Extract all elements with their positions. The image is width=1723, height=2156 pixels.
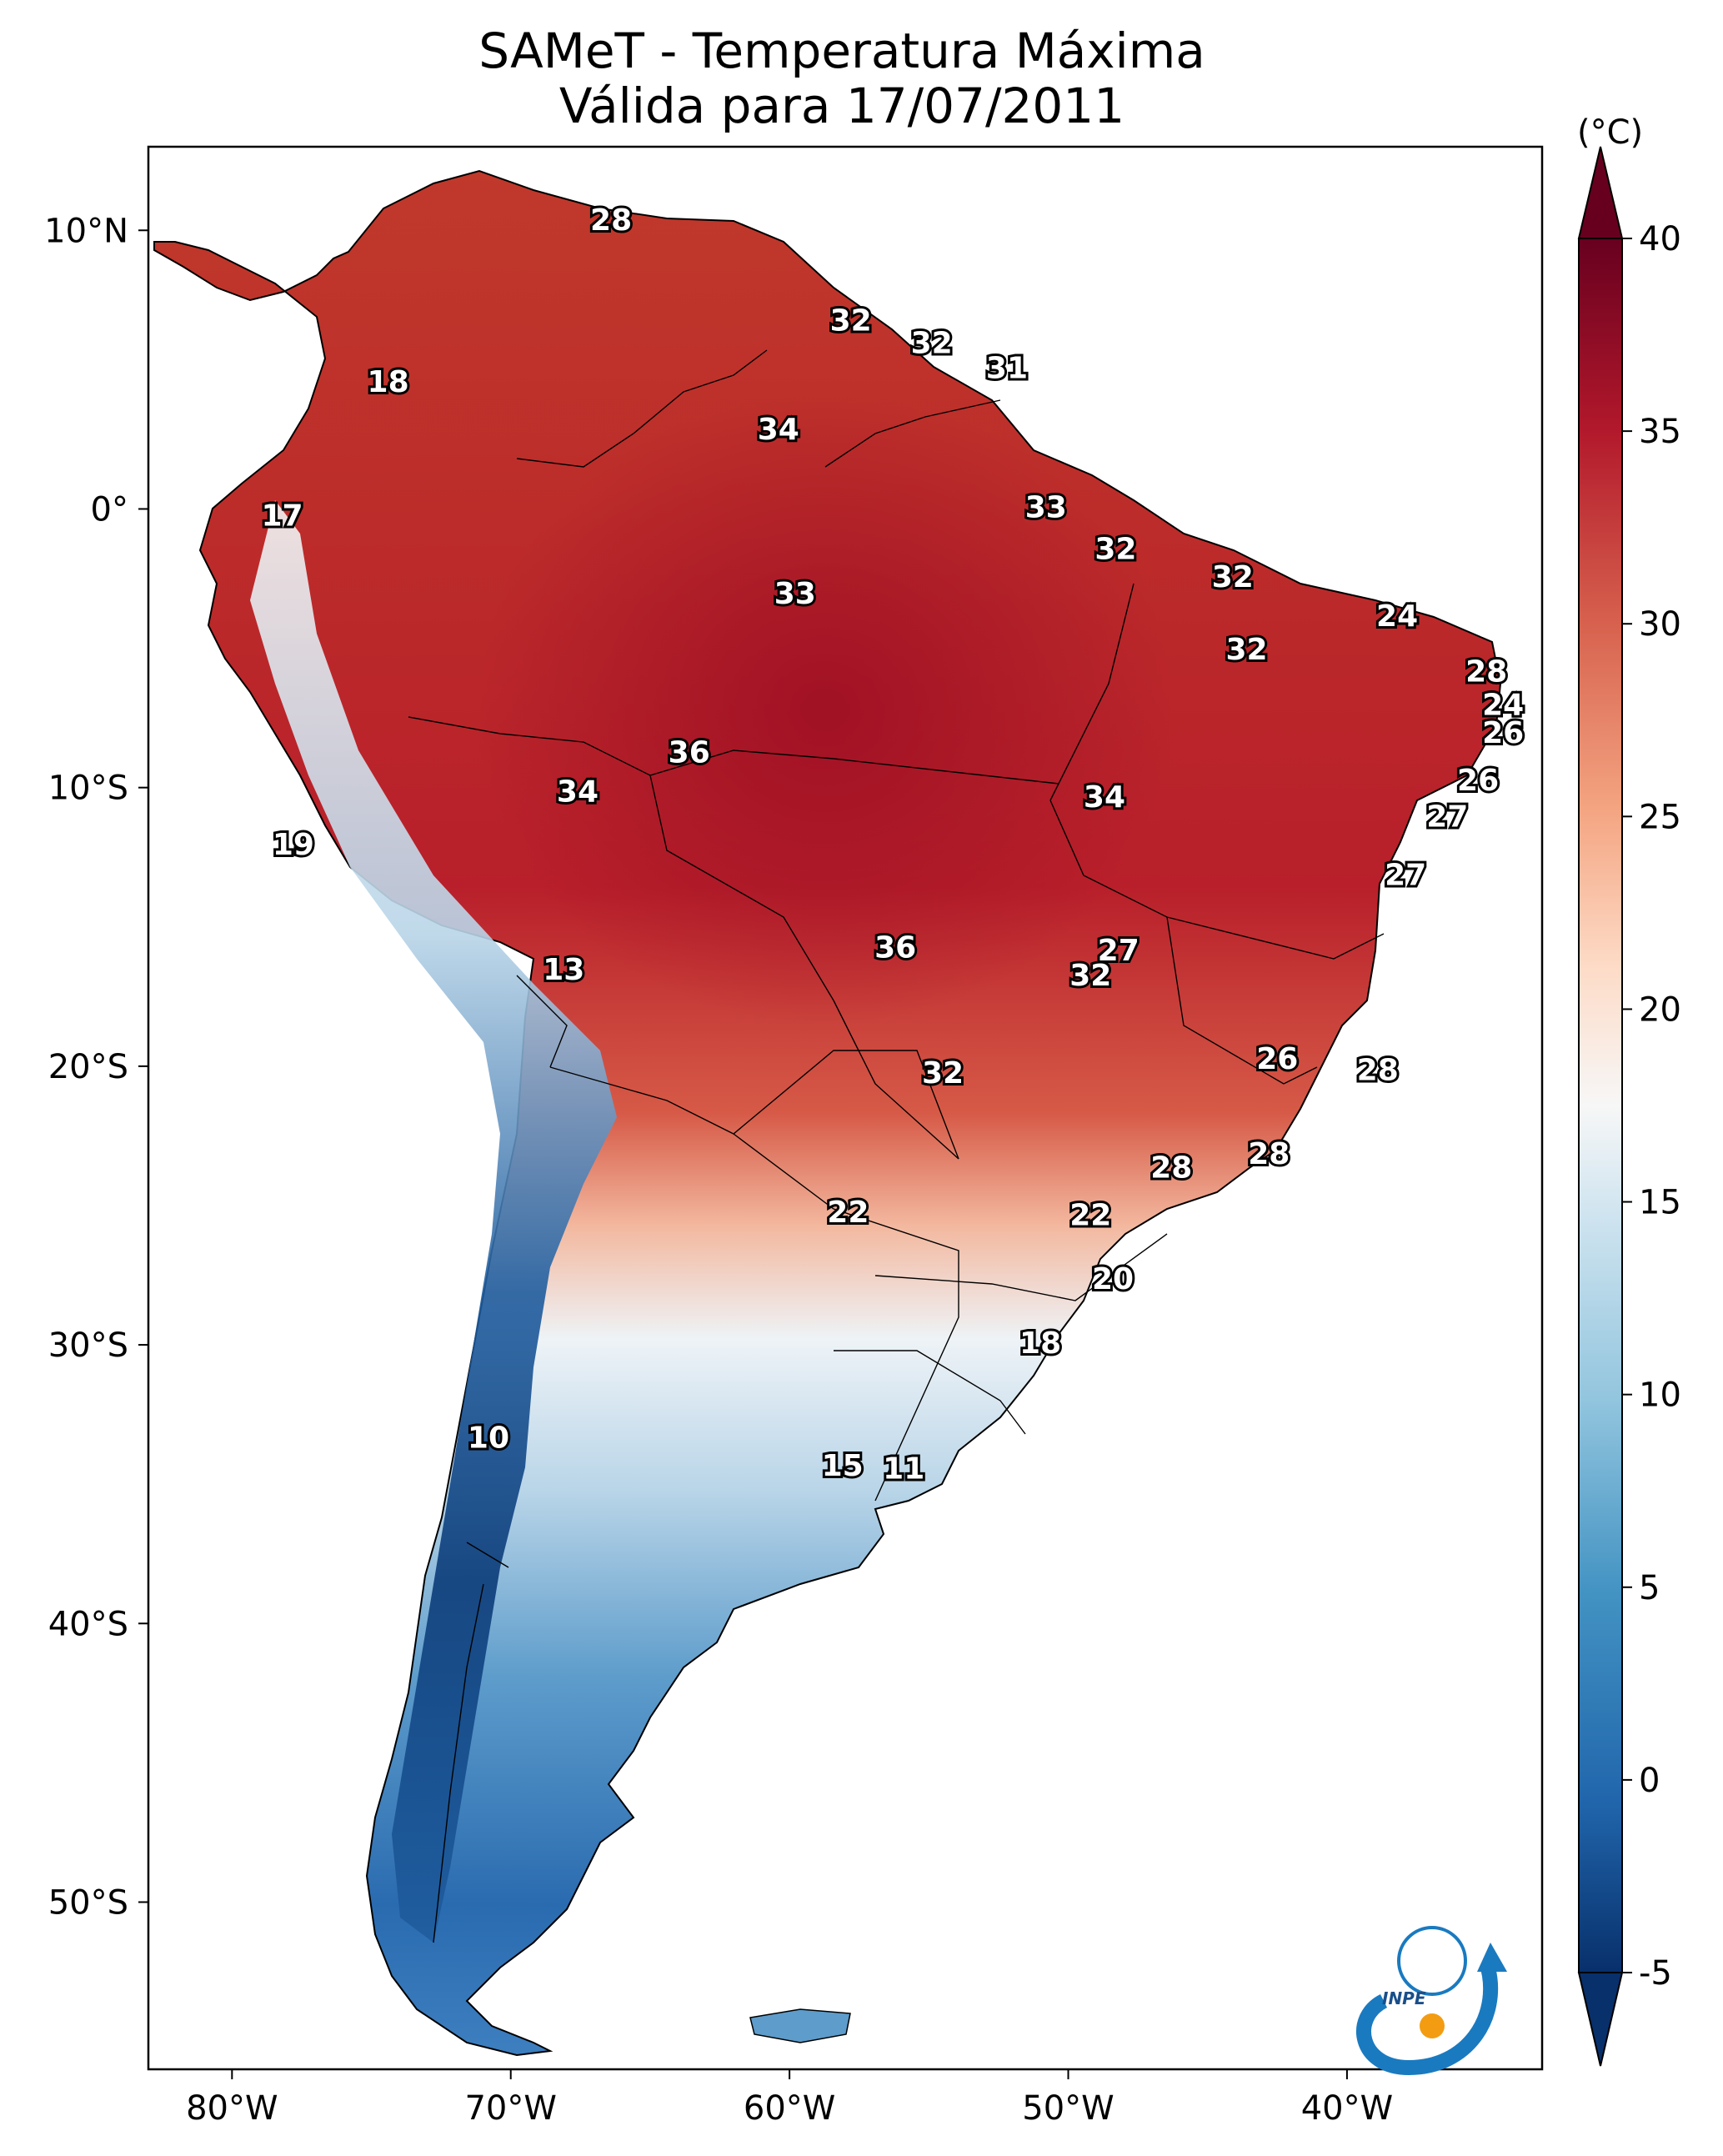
colorbar-min-arrow <box>1577 1972 1624 2067</box>
contour-label: 19 <box>273 828 314 862</box>
contour-label: 34 <box>1084 780 1125 815</box>
contour-label: 32 <box>830 304 872 338</box>
colorbar-tick-label: 20 <box>1639 990 1681 1029</box>
y-tick-label: 10°N <box>44 212 128 250</box>
contour-label: 24 <box>1482 689 1524 723</box>
inpe-logo: INPE <box>1356 1926 1507 2076</box>
contour-label: 36 <box>669 736 710 770</box>
contour-label: 28 <box>1357 1054 1399 1088</box>
map-title: SAMeT - Temperatura Máxima <box>478 23 1205 79</box>
colorbar-tick-label: 10 <box>1639 1376 1681 1415</box>
colorbar-tick-label: 0 <box>1639 1762 1660 1800</box>
y-tick-label: 30°S <box>48 1326 128 1365</box>
colorbar-tick-label: 5 <box>1639 1569 1660 1607</box>
contour-label: 18 <box>1019 1326 1061 1361</box>
x-tick-label: 80°W <box>186 2089 278 2128</box>
x-tick-label: 60°W <box>744 2089 835 2128</box>
contour-label: 32 <box>922 1056 964 1091</box>
colorbar-tick-label: 25 <box>1639 798 1681 836</box>
colorbar-tick-label: 15 <box>1639 1184 1681 1222</box>
x-tick-label: 70°W <box>464 2089 556 2128</box>
map-subtitle: Válida para 17/07/2011 <box>558 78 1125 134</box>
colorbar-ticks: 40 35 30 25 20 15 10 5 0 -5 <box>1622 220 1681 1993</box>
y-tick-label: 40°S <box>48 1605 128 1643</box>
contour-label: 27 <box>1098 934 1139 968</box>
contour-label: 31 <box>986 351 1028 385</box>
contour-label: 32 <box>1212 560 1254 594</box>
contour-label: 11 <box>883 1452 924 1486</box>
colorbar-tick-label: 30 <box>1639 605 1681 644</box>
contour-label: 15 <box>822 1449 864 1483</box>
contour-label: 26 <box>1457 764 1499 798</box>
contour-label: 32 <box>1094 533 1136 567</box>
contour-label: 24 <box>1376 599 1418 634</box>
logo-swoosh <box>1356 1965 1499 2076</box>
y-tick-label: 10°S <box>48 770 128 808</box>
colorbar-tick-label: 35 <box>1639 413 1681 451</box>
x-tick-label: 50°W <box>1022 2089 1114 2128</box>
contour-label: 22 <box>827 1196 869 1230</box>
contour-label: 13 <box>543 953 584 987</box>
contour-label: 26 <box>1482 716 1524 750</box>
contour-label: 20 <box>1092 1262 1134 1296</box>
colorbar-tick-label: 40 <box>1639 220 1681 258</box>
contour-label: 34 <box>758 413 799 447</box>
logo-text: INPE <box>1382 1988 1426 2008</box>
logo-arrow <box>1477 1943 1507 1972</box>
contour-label: 26 <box>1256 1042 1298 1076</box>
colorbar-max-arrow <box>1577 146 1624 239</box>
country-borders <box>408 349 1385 1943</box>
x-axis-ticks: 80°W 70°W 60°W 50°W 40°W <box>186 2069 1393 2128</box>
contour-label: 28 <box>1150 1151 1192 1186</box>
contour-label: 27 <box>1426 800 1468 834</box>
y-axis-ticks: 10°N 0° 10°S 20°S 30°S 40°S 50°S <box>44 212 148 1922</box>
y-tick-label: 50°S <box>48 1883 128 1922</box>
logo-ring <box>1397 1926 1467 1996</box>
contour-label: 32 <box>1225 633 1267 667</box>
colorbar-bar <box>1578 238 1623 1973</box>
y-tick-label: 20°S <box>48 1048 128 1086</box>
contour-label: 27 <box>1385 859 1426 893</box>
contour-label: 28 <box>1465 655 1507 689</box>
colorbar-tick-label: -5 <box>1639 1954 1672 1993</box>
contour-label: 22 <box>1069 1198 1111 1232</box>
contour-label: 10 <box>468 1421 509 1456</box>
contour-label: 33 <box>774 577 816 611</box>
contour-label: 32 <box>1069 959 1111 993</box>
contour-label: 28 <box>590 203 632 238</box>
contour-label: 34 <box>557 775 599 809</box>
contour-label: 33 <box>1025 490 1067 524</box>
x-tick-label: 40°W <box>1301 2089 1393 2128</box>
contour-label: 32 <box>911 326 953 360</box>
logo-orange-dot <box>1420 2013 1445 2038</box>
y-tick-label: 0° <box>91 490 128 529</box>
contour-label: 28 <box>1248 1137 1290 1171</box>
colorbar: (°C) 40 35 30 25 20 15 10 5 0 -5 <box>1577 113 1681 2067</box>
contour-label: 17 <box>261 499 303 533</box>
colorbar-unit: (°C) <box>1577 113 1643 152</box>
south-america-land <box>153 169 1502 2057</box>
contour-label: 18 <box>368 365 409 399</box>
contour-label: 36 <box>874 931 916 965</box>
